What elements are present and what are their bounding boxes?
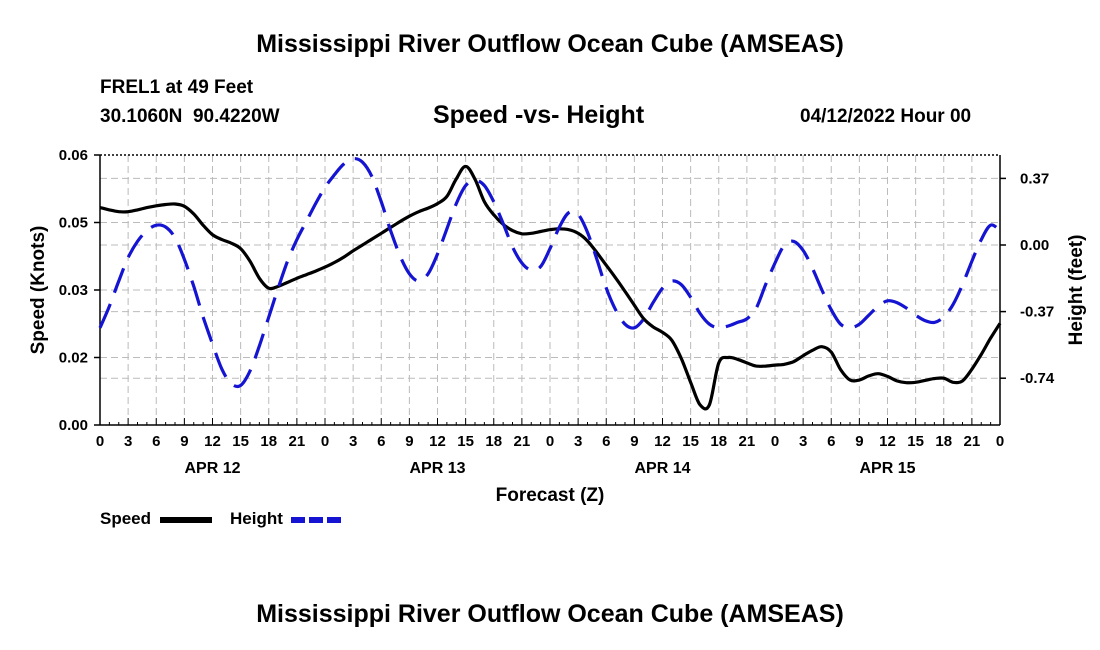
x-tick-label: 21 — [964, 433, 981, 450]
x-tick-label: 0 — [996, 433, 1004, 450]
x-tick-label: 15 — [457, 433, 474, 450]
y-tick-label: 0.06 — [59, 147, 88, 164]
date-label: APR 15 — [859, 460, 915, 477]
station-coords: 30.1060N 90.4220W — [100, 106, 280, 127]
x-tick-label: 0 — [771, 433, 779, 450]
station-name: FREL1 at 49 Feet — [100, 77, 254, 98]
x-tick-label: 6 — [827, 433, 835, 450]
x-tick-label: 12 — [204, 433, 221, 450]
x-tick-label: 18 — [485, 433, 502, 450]
x-axis-label: Forecast (Z) — [496, 485, 605, 506]
y-tick-label: 0.05 — [59, 215, 88, 232]
y-tick-label: 0.02 — [59, 350, 88, 367]
x-tick-label: 9 — [630, 433, 638, 450]
chart-title: Mississippi River Outflow Ocean Cube (AM… — [256, 30, 844, 58]
series-line-height — [98, 156, 1001, 389]
chart-subtitle: Speed -vs- Height — [433, 101, 645, 129]
y2-tick-label: -0.74 — [1020, 370, 1055, 387]
y-axis-label: Speed (Knots) — [28, 226, 49, 355]
y2-tick-label: -0.37 — [1020, 304, 1054, 321]
x-tick-label: 0 — [96, 433, 104, 450]
x-tick-label: 15 — [907, 433, 924, 450]
x-tick-label: 3 — [799, 433, 807, 450]
x-tick-label: 12 — [879, 433, 896, 450]
x-tick-label: 0 — [321, 433, 329, 450]
x-tick-label: 9 — [855, 433, 863, 450]
x-tick-label: 15 — [232, 433, 249, 450]
x-tick-label: 3 — [124, 433, 132, 450]
x-tick-label: 15 — [682, 433, 699, 450]
x-tick-label: 18 — [260, 433, 277, 450]
x-tick-label: 21 — [514, 433, 531, 450]
x-tick-label: 3 — [349, 433, 357, 450]
y2-tick-label: 0.37 — [1020, 170, 1049, 187]
y-tick-label: 0.00 — [59, 417, 88, 434]
legend-height-label: Height — [230, 509, 283, 528]
date-label: APR 13 — [409, 460, 465, 477]
x-tick-label: 6 — [377, 433, 385, 450]
x-tick-label: 9 — [180, 433, 188, 450]
x-tick-label: 12 — [654, 433, 671, 450]
x-tick-label: 12 — [429, 433, 446, 450]
x-tick-label: 0 — [546, 433, 554, 450]
date-label: APR 14 — [634, 460, 690, 477]
series-line-speed — [99, 164, 1002, 411]
footer-title: Mississippi River Outflow Ocean Cube (AM… — [256, 600, 844, 628]
x-tick-label: 21 — [739, 433, 756, 450]
date-label: APR 12 — [184, 460, 240, 477]
x-tick-label: 6 — [602, 433, 610, 450]
x-tick-label: 21 — [289, 433, 306, 450]
y-tick-label: 0.03 — [59, 282, 88, 299]
x-tick-label: 6 — [152, 433, 160, 450]
x-tick-label: 18 — [935, 433, 952, 450]
legend-speed-label: Speed — [100, 509, 152, 528]
x-tick-label: 9 — [405, 433, 413, 450]
forecast-datetime: 04/12/2022 Hour 00 — [800, 106, 972, 127]
x-tick-label: 18 — [710, 433, 727, 450]
y2-axis-label: Height (feet) — [1066, 235, 1087, 346]
y2-tick-label: 0.00 — [1020, 237, 1049, 254]
x-tick-label: 3 — [574, 433, 582, 450]
